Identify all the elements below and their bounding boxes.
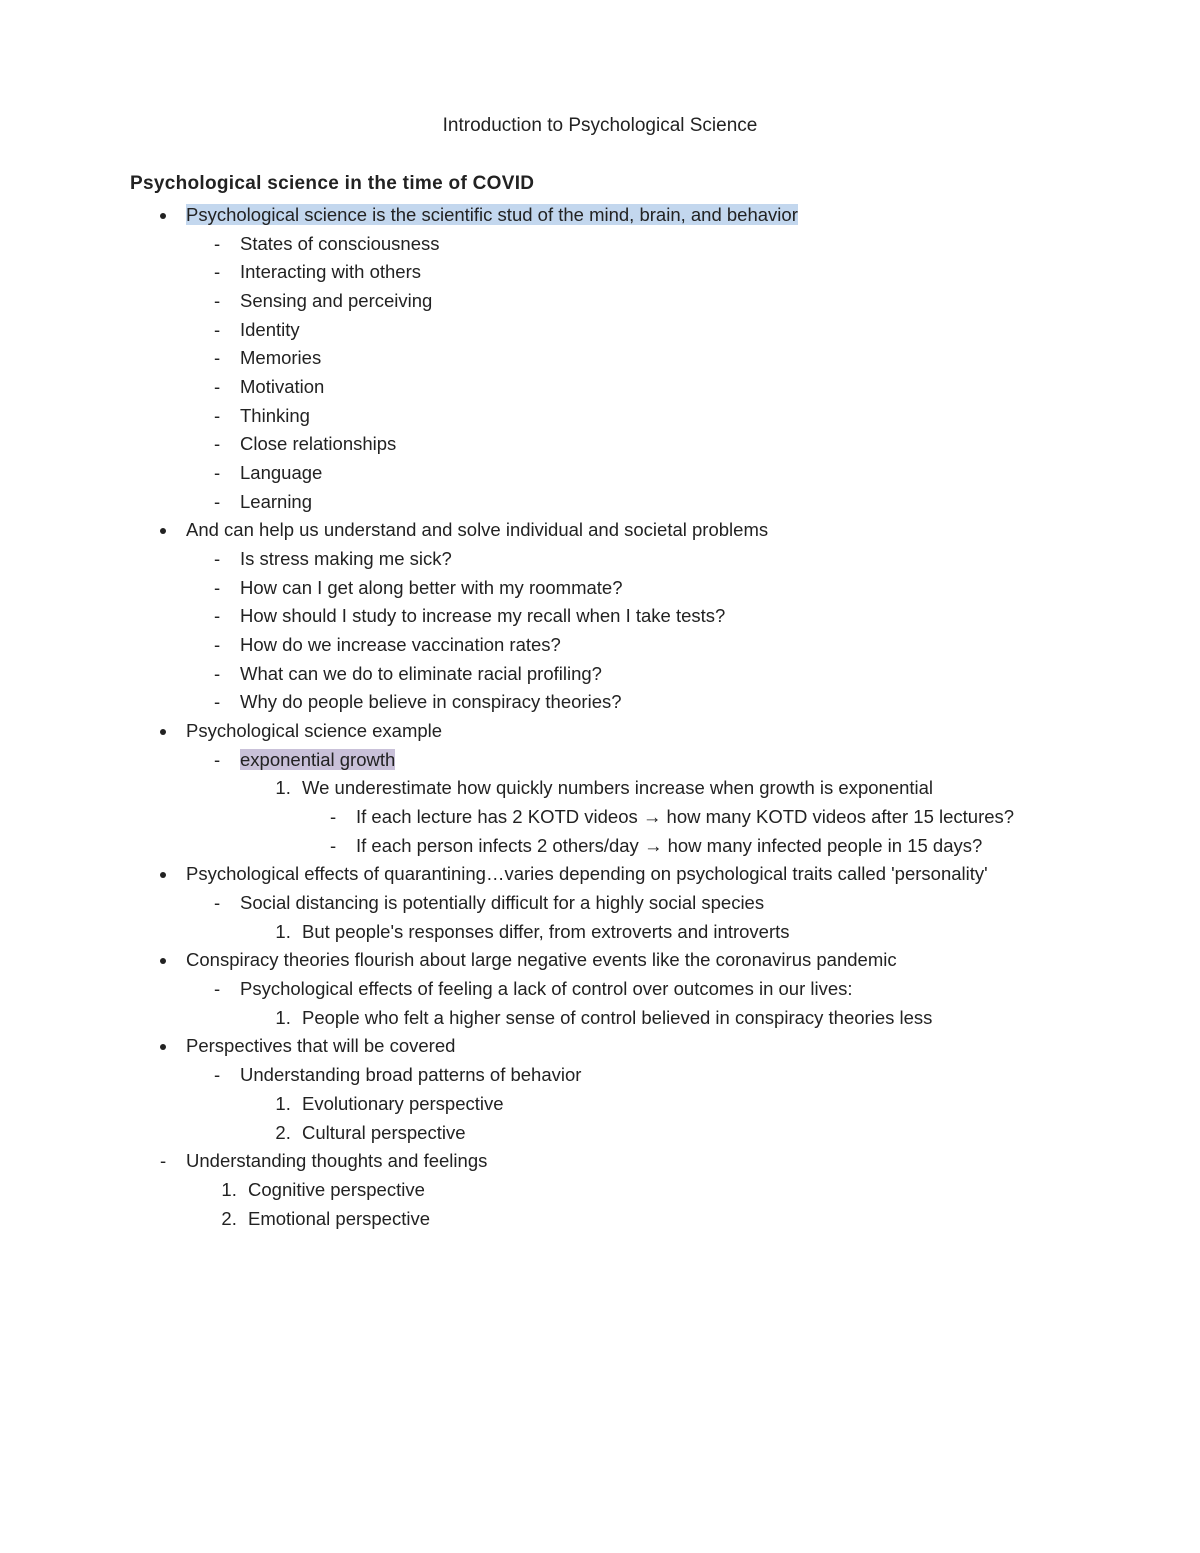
dash-item: If each person infects 2 others/day → ho… — [356, 832, 1070, 861]
dash-item: How can I get along better with my roomm… — [240, 574, 1070, 603]
highlighted-text: exponential growth — [240, 749, 395, 770]
numeric-item: But people's responses differ, from extr… — [296, 918, 1070, 947]
dash-list: Psychological effects of feeling a lack … — [186, 975, 1070, 1032]
dash-item: Is stress making me sick? — [240, 545, 1070, 574]
numeric-item: Cultural perspective — [296, 1119, 1070, 1148]
bullet-item: Psychological science is the scientific … — [178, 201, 1070, 516]
numeric-item: Emotional perspective — [242, 1205, 1070, 1234]
bullet-text: Psychological science example — [186, 720, 442, 741]
dash-item: Psychological effects of feeling a lack … — [240, 975, 1070, 1032]
dash-list: States of consciousness Interacting with… — [186, 230, 1070, 517]
dash-item: Learning — [240, 488, 1070, 517]
numeric-list: But people's responses differ, from extr… — [240, 918, 1070, 947]
bullet-item: Psychological science example exponentia… — [178, 717, 1070, 860]
dash-item: Understanding broad patterns of behavior… — [240, 1061, 1070, 1147]
dash-text: Psychological effects of feeling a lack … — [240, 978, 853, 999]
dash-text: Understanding thoughts and feelings — [186, 1150, 487, 1171]
numeric-item: Evolutionary perspective — [296, 1090, 1070, 1119]
document-page: Introduction to Psychological Science Ps… — [0, 0, 1200, 1553]
page-title: Introduction to Psychological Science — [130, 115, 1070, 137]
dash-list: Is stress making me sick? How can I get … — [186, 545, 1070, 717]
dash-item: Language — [240, 459, 1070, 488]
section-heading: Psychological science in the time of COV… — [130, 173, 1070, 195]
dash-text: Social distancing is potentially difficu… — [240, 892, 764, 913]
dash-text: Understanding broad patterns of behavior — [240, 1064, 581, 1085]
numeric-item: We underestimate how quickly numbers inc… — [296, 774, 1070, 860]
dash-item: Why do people believe in conspiracy theo… — [240, 688, 1070, 717]
bullet-item: Perspectives that will be covered Unders… — [178, 1032, 1070, 1147]
dash-item: Sensing and perceiving — [240, 287, 1070, 316]
main-bullet-list: Psychological science is the scientific … — [130, 201, 1070, 1147]
dash-item: If each lecture has 2 KOTD videos → how … — [356, 803, 1070, 832]
dash-item: Understanding thoughts and feelings Cogn… — [178, 1147, 1070, 1233]
numeric-list: We underestimate how quickly numbers inc… — [240, 774, 1070, 860]
numeric-list: People who felt a higher sense of contro… — [240, 1004, 1070, 1033]
numeric-item: Cognitive perspective — [242, 1176, 1070, 1205]
dash-list: exponential growth We underestimate how … — [186, 746, 1070, 861]
dash-item: States of consciousness — [240, 230, 1070, 259]
dash-item: exponential growth We underestimate how … — [240, 746, 1070, 861]
dash-item: Social distancing is potentially difficu… — [240, 889, 1070, 946]
bullet-text: Perspectives that will be covered — [186, 1035, 455, 1056]
dash-item: What can we do to eliminate racial profi… — [240, 660, 1070, 689]
bullet-item: Psychological effects of quarantining…va… — [178, 860, 1070, 946]
dash-item: How should I study to increase my recall… — [240, 602, 1070, 631]
dash-item: How do we increase vaccination rates? — [240, 631, 1070, 660]
dash-item: Thinking — [240, 402, 1070, 431]
bullet-text: And can help us understand and solve ind… — [186, 519, 768, 540]
dash-item: Motivation — [240, 373, 1070, 402]
dash-list: If each lecture has 2 KOTD videos → how … — [302, 803, 1070, 860]
dash-item: Interacting with others — [240, 258, 1070, 287]
bullet-text: Psychological effects of quarantining…va… — [186, 863, 988, 884]
highlighted-text: Psychological science is the scientific … — [186, 204, 798, 225]
bullet-item: Conspiracy theories flourish about large… — [178, 946, 1070, 1032]
bullet-text: Conspiracy theories flourish about large… — [186, 949, 897, 970]
numeric-text: We underestimate how quickly numbers inc… — [302, 777, 933, 798]
dash-list-top: Understanding thoughts and feelings Cogn… — [130, 1147, 1070, 1233]
bullet-item: And can help us understand and solve ind… — [178, 516, 1070, 717]
dash-item: Memories — [240, 344, 1070, 373]
dash-item: Close relationships — [240, 430, 1070, 459]
dash-item: Identity — [240, 316, 1070, 345]
dash-list: Social distancing is potentially difficu… — [186, 889, 1070, 946]
numeric-list: Evolutionary perspective Cultural perspe… — [240, 1090, 1070, 1147]
dash-list: Understanding broad patterns of behavior… — [186, 1061, 1070, 1147]
numeric-list: Cognitive perspective Emotional perspect… — [186, 1176, 1070, 1233]
numeric-item: People who felt a higher sense of contro… — [296, 1004, 1070, 1033]
